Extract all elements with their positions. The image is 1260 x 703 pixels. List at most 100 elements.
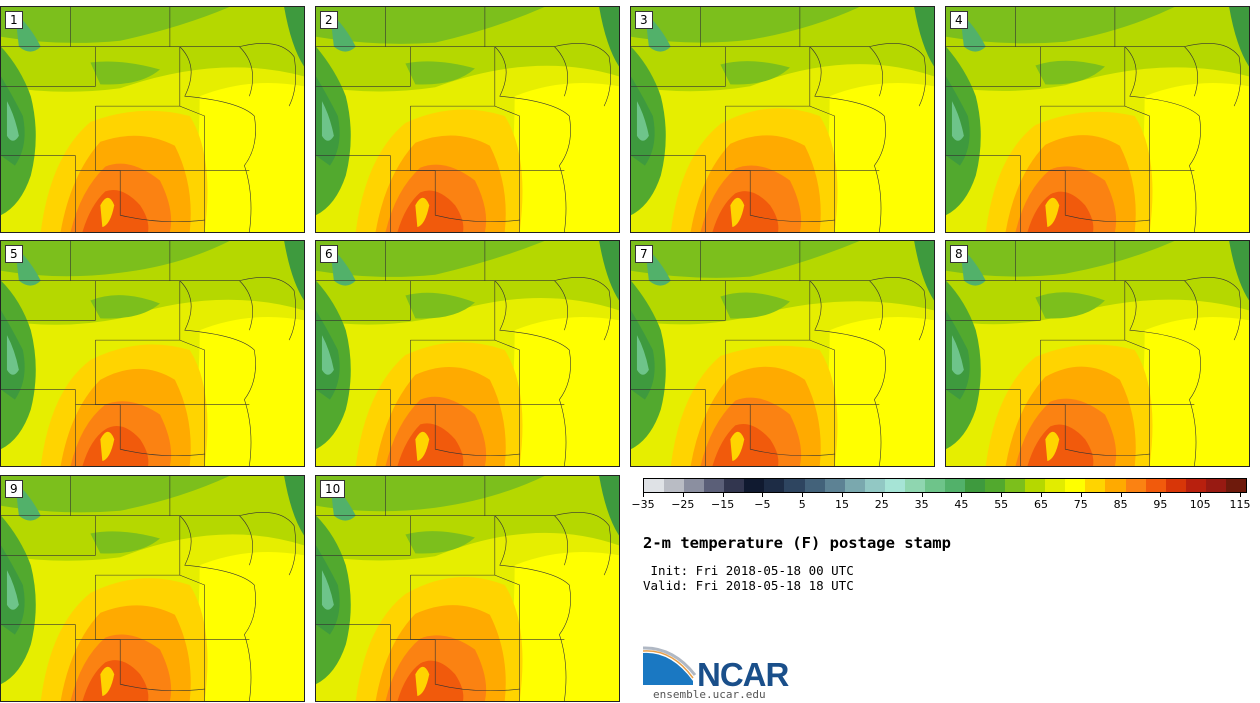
colorbar-swatch	[1145, 479, 1166, 492]
colorbar-tick	[1041, 493, 1042, 497]
member-number-label: 5	[5, 245, 23, 263]
colorbar-swatch	[965, 479, 986, 492]
member-number-label: 3	[635, 11, 653, 29]
plot-title: 2-m temperature (F) postage stamp	[643, 534, 951, 552]
temperature-map	[1, 241, 304, 466]
temperature-map	[316, 476, 619, 701]
colorbar-swatch	[1165, 479, 1186, 492]
colorbar-ticks: −35 −25 −15 −5 5 15 25 35 45 55 65 75 85 95 105 115	[631, 493, 1251, 513]
colorbar-tick	[722, 493, 724, 497]
colorbar-tick-label: 65	[1034, 498, 1048, 511]
colorbar-swatch	[764, 479, 785, 492]
member-number-label: 8	[950, 245, 968, 263]
colorbar-swatch	[1105, 479, 1126, 492]
colorbar-swatch	[844, 479, 865, 492]
ensemble-member-map: 3	[630, 6, 935, 233]
member-number-label: 4	[950, 11, 968, 29]
colorbar-swatch	[724, 479, 745, 492]
colorbar-swatch	[1205, 479, 1226, 492]
colorbar-swatch	[944, 479, 965, 492]
colorbar-swatch	[1025, 479, 1046, 492]
colorbar-swatch	[1185, 479, 1206, 492]
colorbar-tick	[1160, 493, 1162, 497]
colorbar-tick-label: 95	[1153, 498, 1168, 511]
colorbar-swatch	[824, 479, 845, 492]
colorbar-tick-label: 5	[798, 498, 806, 511]
colorbar-tick	[1001, 493, 1003, 497]
colorbar-tick-label: −25	[671, 498, 695, 511]
ensemble-member-map: 1	[0, 6, 305, 233]
ncar-logo-text: NCAR	[697, 656, 789, 693]
member-number-label: 7	[635, 245, 653, 263]
temperature-map	[1, 476, 304, 701]
valid-time: Valid: Fri 2018-05-18 18 UTC	[643, 578, 854, 593]
colorbar-swatch	[704, 479, 725, 492]
colorbar-tick	[842, 493, 843, 497]
init-time: Init: Fri 2018-05-18 00 UTC	[643, 563, 854, 578]
member-number-label: 9	[5, 480, 23, 498]
colorbar-swatch	[644, 479, 665, 492]
colorbar-tick-label: 25	[874, 498, 889, 511]
colorbar-swatch	[884, 479, 905, 492]
site-url: ensemble.ucar.edu	[653, 688, 766, 701]
ensemble-member-map: 5	[0, 240, 305, 467]
colorbar-swatch	[684, 479, 705, 492]
colorbar-swatch	[784, 479, 805, 492]
colorbar-swatch	[924, 479, 945, 492]
temperature-map	[946, 7, 1249, 232]
member-number-label: 6	[320, 245, 338, 263]
colorbar-tick-label: −5	[754, 498, 771, 511]
colorbar-tick	[1120, 493, 1122, 497]
colorbar-tick	[802, 493, 804, 497]
member-number-label: 1	[5, 11, 23, 29]
ensemble-member-map: 8	[945, 240, 1250, 467]
colorbar-swatch	[744, 479, 765, 492]
ensemble-member-map: 10	[315, 475, 620, 702]
colorbar-tick-label: 115	[1229, 498, 1251, 511]
colorbar-tick-label: 75	[1073, 498, 1088, 511]
ensemble-member-map: 9	[0, 475, 305, 702]
temperature-colorbar	[643, 478, 1247, 493]
temperature-map	[631, 241, 934, 466]
colorbar-swatch	[1065, 479, 1086, 492]
ensemble-member-map: 2	[315, 6, 620, 233]
colorbar-tick-label: 45	[954, 498, 969, 511]
ncar-logo-icon	[643, 646, 697, 685]
colorbar-swatch	[1005, 479, 1026, 492]
member-number-label: 10	[320, 480, 346, 498]
colorbar-tick-label: −15	[710, 498, 735, 511]
ensemble-member-map: 4	[945, 6, 1250, 233]
colorbar-tick	[961, 493, 963, 497]
colorbar-swatch	[804, 479, 825, 492]
colorbar-swatch	[1225, 479, 1246, 492]
ensemble-member-map: 6	[315, 240, 620, 467]
colorbar-tick	[643, 493, 644, 497]
colorbar-tick-label: 85	[1113, 498, 1128, 511]
colorbar-swatch	[985, 479, 1006, 492]
colorbar-tick-label: 35	[914, 498, 929, 511]
colorbar-tick	[762, 493, 764, 497]
colorbar-tick	[1240, 493, 1241, 497]
colorbar-tick	[682, 493, 684, 497]
temperature-map	[631, 7, 934, 232]
member-number-label: 2	[320, 11, 338, 29]
colorbar-tick	[1200, 493, 1202, 497]
temperature-map	[1, 7, 304, 232]
temperature-map	[946, 241, 1249, 466]
colorbar-tick-label: 105	[1189, 498, 1211, 511]
colorbar-swatch	[864, 479, 885, 492]
colorbar-swatch	[1045, 479, 1066, 492]
colorbar-swatch	[1125, 479, 1146, 492]
colorbar-tick	[1080, 493, 1082, 497]
colorbar-tick	[881, 493, 883, 497]
colorbar-tick-label: 15	[835, 498, 849, 511]
colorbar-tick	[921, 493, 923, 497]
colorbar-swatch	[664, 479, 685, 492]
temperature-map	[316, 7, 619, 232]
ensemble-member-map: 7	[630, 240, 935, 467]
colorbar-tick-label: −35	[631, 498, 655, 511]
temperature-map	[316, 241, 619, 466]
colorbar-swatch	[904, 479, 925, 492]
colorbar-tick-label: 55	[994, 498, 1009, 511]
colorbar-swatch	[1085, 479, 1106, 492]
